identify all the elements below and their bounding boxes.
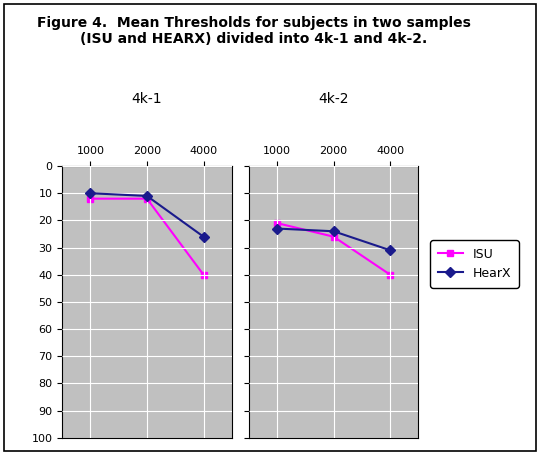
Text: 4k-2: 4k-2 xyxy=(319,92,349,106)
Line: ISU: ISU xyxy=(87,195,207,278)
Line: HearX: HearX xyxy=(87,190,207,240)
Line: ISU: ISU xyxy=(274,220,394,278)
HearX xyxy=(274,226,280,231)
HearX xyxy=(387,248,394,253)
ISU xyxy=(200,272,207,278)
Text: Figure 4.  Mean Thresholds for subjects in two samples
(ISU and HEARX) divided i: Figure 4. Mean Thresholds for subjects i… xyxy=(37,16,471,46)
Legend: ISU, HearX: ISU, HearX xyxy=(430,240,519,288)
Text: 4k-1: 4k-1 xyxy=(132,92,162,106)
HearX xyxy=(144,193,150,199)
ISU xyxy=(330,234,337,239)
HearX xyxy=(87,191,93,196)
ISU xyxy=(144,196,150,202)
Line: HearX: HearX xyxy=(274,225,394,254)
HearX xyxy=(330,228,337,234)
HearX xyxy=(200,234,207,239)
ISU xyxy=(387,272,394,278)
ISU xyxy=(87,196,93,202)
ISU xyxy=(274,220,280,226)
